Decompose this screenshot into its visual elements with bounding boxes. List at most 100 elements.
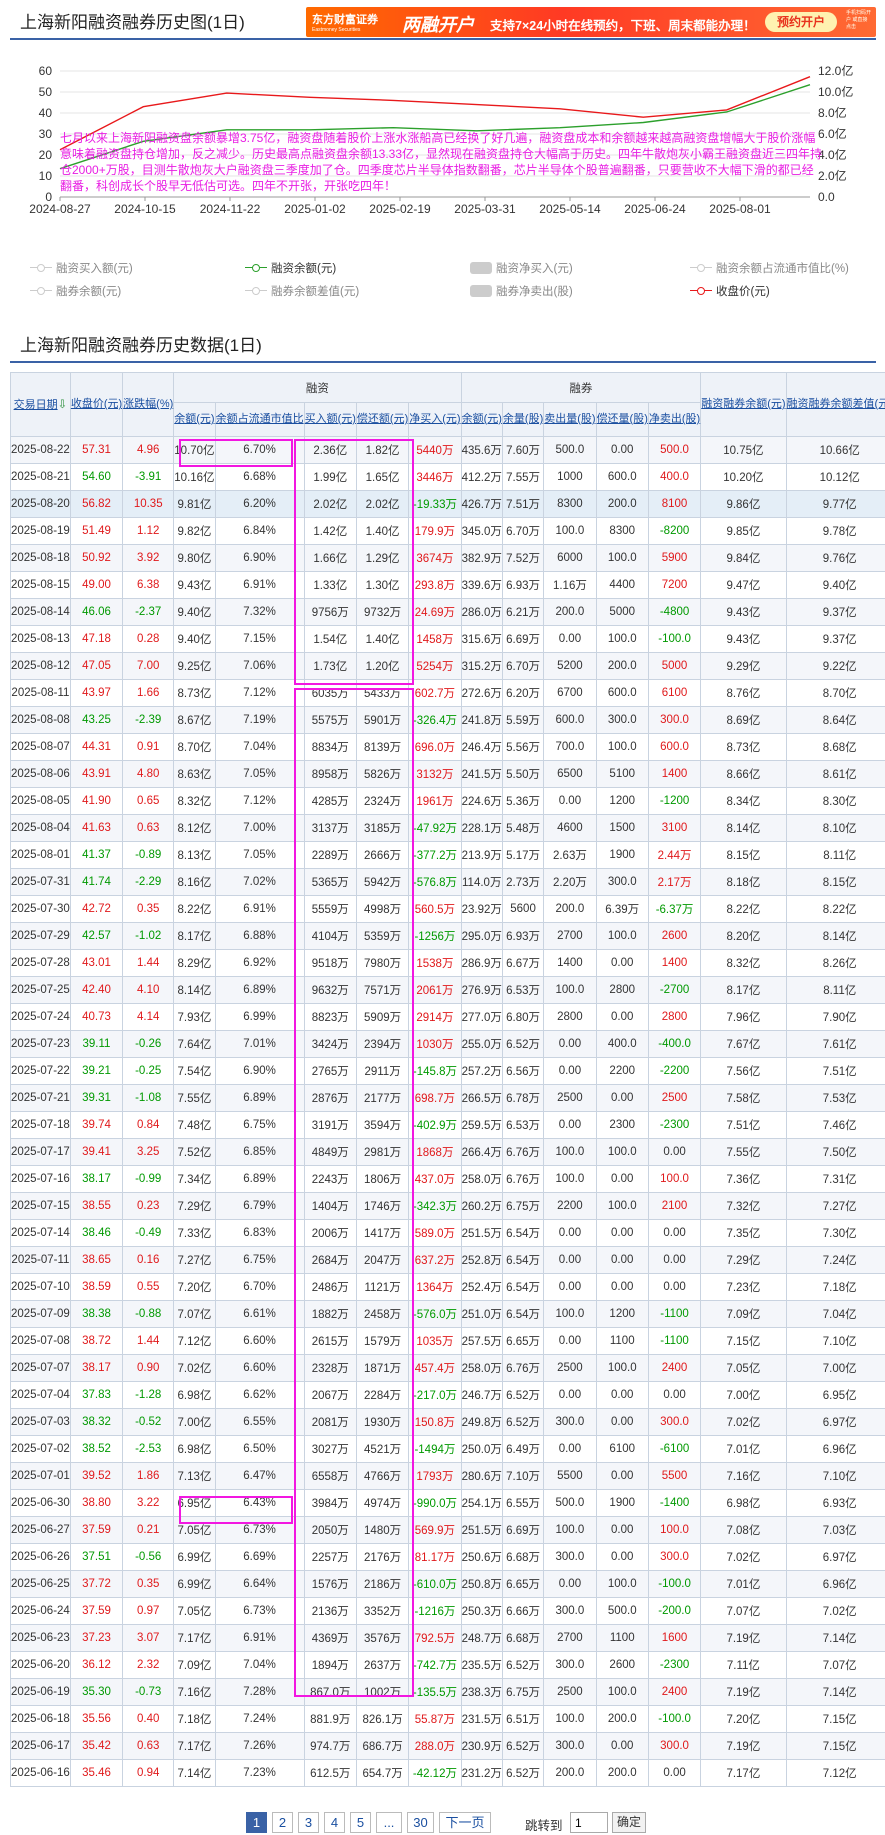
table-row[interactable]: 2025-07-31 41.74 -2.29 8.16亿 7.02% 5365万 5942万…: [10, 868, 885, 896]
legend-item[interactable]: 融资余额(元): [245, 260, 336, 276]
table-row[interactable]: 2025-07-24 40.73 4.14 7.93亿 6.99% 8823万 5909万 2…: [10, 1003, 885, 1031]
table-cell: 280.6万: [460, 1462, 503, 1490]
table-row[interactable]: 2025-07-01 39.52 1.86 7.13亿 6.47% 6558万 4766万 1…: [10, 1462, 885, 1490]
legend-item[interactable]: 融资余额占流通市值比(%): [690, 260, 849, 276]
table-row[interactable]: 2025-06-26 37.51 -0.56 6.99亿 6.69% 2257万 2176万…: [10, 1543, 885, 1571]
legend-item[interactable]: 融资净买入(元): [470, 260, 573, 276]
table-row[interactable]: 2025-07-14 38.46 -0.49 7.33亿 6.83% 2006万 1417万…: [10, 1219, 885, 1247]
col-header-short-sell[interactable]: 卖出量(股): [543, 402, 597, 437]
table-row[interactable]: 2025-07-17 39.41 3.25 7.52亿 6.85% 4849万 2981万 1…: [10, 1138, 885, 1166]
table-row[interactable]: 2025-08-05 41.90 0.65 8.32亿 7.12% 4285万 2324万 1…: [10, 787, 885, 815]
ad-banner[interactable]: 东方财富证券 Eastmoney Securities 两融开户 支持7×24小时…: [306, 7, 876, 37]
col-header-fin-repay[interactable]: 偿还额(元): [355, 402, 410, 437]
col-header-short-net[interactable]: 净卖出(股): [647, 402, 702, 437]
legend-item[interactable]: 融券余额差值(元): [245, 283, 359, 299]
table-row[interactable]: 2025-06-17 35.42 0.63 7.17亿 7.26% 974.7万 686.7…: [10, 1732, 885, 1760]
table-row[interactable]: 2025-07-09 38.38 -0.88 7.07亿 6.61% 1882万 2458万…: [10, 1300, 885, 1328]
table-row[interactable]: 2025-08-04 41.63 0.63 8.12亿 7.00% 3137万 3185万 -…: [10, 814, 885, 842]
table-row[interactable]: 2025-06-24 37.59 0.97 7.05亿 6.73% 2136万 3352万 -…: [10, 1597, 885, 1625]
table-row[interactable]: 2025-07-22 39.21 -0.25 7.54亿 6.90% 2765万 2911万…: [10, 1057, 885, 1085]
col-header-total[interactable]: 融资融券余额(元): [700, 372, 787, 437]
page-1[interactable]: 1: [246, 1812, 267, 1833]
table-row[interactable]: 2025-07-07 38.17 0.90 7.02亿 6.60% 2328万 1871万 4…: [10, 1354, 885, 1382]
col-header-change[interactable]: 涨跌幅(%): [122, 372, 175, 437]
table-row[interactable]: 2025-07-03 38.32 -0.52 7.00亿 6.55% 2081万 1930万…: [10, 1408, 885, 1436]
col-header-fin-balance[interactable]: 余额(元): [173, 402, 216, 437]
goto-page-input[interactable]: [570, 1812, 608, 1833]
legend-item[interactable]: 融券余额(元): [30, 283, 121, 299]
table-row[interactable]: 2025-07-18 39.74 0.84 7.48亿 6.75% 3191万 3594万 -…: [10, 1111, 885, 1139]
table-cell: 7.20亿: [173, 1273, 216, 1301]
table-row[interactable]: 2025-08-15 49.00 6.38 9.43亿 6.91% 1.33亿 1.30亿 2…: [10, 571, 885, 599]
table-cell: 2025-07-15: [10, 1192, 71, 1220]
page-30[interactable]: 30: [407, 1812, 434, 1833]
table-cell: 3446万: [408, 463, 462, 491]
table-row[interactable]: 2025-08-14 46.06 -2.37 9.40亿 7.32% 9756万 9732万…: [10, 598, 885, 626]
table-row[interactable]: 2025-08-20 56.82 10.35 9.81亿 6.20% 2.02亿 2.02亿…: [10, 490, 885, 518]
legend-item[interactable]: 融资买入额(元): [30, 260, 133, 276]
table-row[interactable]: 2025-06-27 37.59 0.21 7.05亿 6.73% 2050万 1480万 5…: [10, 1516, 885, 1544]
table-row[interactable]: 2025-07-25 42.40 4.10 8.14亿 6.89% 9632万 7571万 2…: [10, 976, 885, 1004]
table-row[interactable]: 2025-06-19 35.30 -0.73 7.16亿 7.28% 867.0万 1002…: [10, 1678, 885, 1706]
table-row[interactable]: 2025-07-28 43.01 1.44 8.29亿 6.92% 9518万 7980万 1…: [10, 949, 885, 977]
table-row[interactable]: 2025-07-16 38.17 -0.99 7.34亿 6.89% 2243万 1806万…: [10, 1165, 885, 1193]
left-tick-label: 40: [39, 106, 53, 120]
table-row[interactable]: 2025-06-30 38.80 3.22 6.95亿 6.43% 3984万 4974万 -…: [10, 1489, 885, 1517]
table-row[interactable]: 2025-07-10 38.59 0.55 7.20亿 6.70% 2486万 1121万 1…: [10, 1273, 885, 1301]
open-account-button[interactable]: 预约开户: [765, 12, 837, 32]
table-cell: -1100: [647, 1300, 702, 1328]
goto-confirm-button[interactable]: 确定: [612, 1812, 646, 1833]
margin-history-chart[interactable]: 0 10 20 30 40 50 60 0.0 2.0亿 4.0亿 6.0亿 8.0亿 10.0亿 12…: [0, 56, 885, 256]
table-cell: -135.5万: [408, 1678, 462, 1706]
table-row[interactable]: 2025-07-02 38.52 -2.53 6.98亿 6.50% 3027万 4521万…: [10, 1435, 885, 1463]
table-row[interactable]: 2025-08-07 44.31 0.91 8.70亿 7.04% 8834万 8139万 6…: [10, 733, 885, 761]
table-row[interactable]: 2025-06-25 37.72 0.35 6.99亿 6.64% 1576万 2186万 -…: [10, 1570, 885, 1598]
col-header-total-diff[interactable]: 融资融券余额差值(元): [785, 372, 885, 437]
table-row[interactable]: 2025-06-23 37.23 3.07 7.17亿 6.91% 4369万 3576万 7…: [10, 1624, 885, 1652]
col-header-close[interactable]: 收盘价(元): [69, 372, 124, 437]
table-row[interactable]: 2025-08-19 51.49 1.12 9.82亿 6.84% 1.42亿 1.40亿 1…: [10, 517, 885, 545]
table-row[interactable]: 2025-08-21 54.60 -3.91 10.16亿 6.68% 1.99亿 1.65…: [10, 463, 885, 491]
next-page-button[interactable]: 下一页: [439, 1812, 491, 1833]
legend-item[interactable]: 融券净卖出(股): [470, 283, 573, 299]
table-row[interactable]: 2025-07-29 42.57 -1.02 8.17亿 6.88% 4104万 5359万…: [10, 922, 885, 950]
col-header-short-repay[interactable]: 偿还量(股): [595, 402, 649, 437]
table-row[interactable]: 2025-06-20 36.12 2.32 7.09亿 7.04% 1894万 2637万 -…: [10, 1651, 885, 1679]
table-cell: 241.8万: [460, 706, 503, 734]
col-header-fin-ratio[interactable]: 余额占流通市值比: [214, 402, 305, 437]
table-cell: -1200: [647, 787, 702, 815]
table-row[interactable]: 2025-08-22 57.31 4.96 10.70亿 6.70% 2.36亿 1.82亿…: [10, 436, 885, 464]
col-header-date[interactable]: 交易日期⇩: [10, 372, 71, 437]
table-row[interactable]: 2025-08-18 50.92 3.92 9.80亿 6.90% 1.66亿 1.29亿 3…: [10, 544, 885, 572]
page-2[interactable]: 2: [272, 1812, 293, 1833]
table-row[interactable]: 2025-08-01 41.37 -0.89 8.13亿 7.05% 2289万 2666万…: [10, 841, 885, 869]
table-row[interactable]: 2025-07-23 39.11 -0.26 7.64亿 7.01% 3424万 2394万…: [10, 1030, 885, 1058]
table-cell: 7.28%: [214, 1678, 305, 1706]
table-row[interactable]: 2025-07-30 42.72 0.35 8.22亿 6.91% 5559万 4998万 5…: [10, 895, 885, 923]
table-row[interactable]: 2025-06-18 35.56 0.40 7.18亿 7.24% 881.9万 826.1…: [10, 1705, 885, 1733]
table-cell: 435.6万: [460, 436, 503, 464]
col-header-short-balance[interactable]: 余额(元): [460, 402, 503, 437]
table-row[interactable]: 2025-08-06 43.91 4.80 8.63亿 7.05% 8958万 5826万 3…: [10, 760, 885, 788]
table-row[interactable]: 2025-07-08 38.72 1.44 7.12亿 6.60% 2615万 1579万 1…: [10, 1327, 885, 1355]
col-header-short-volume[interactable]: 余量(股): [501, 402, 545, 437]
col-header-fin-buy[interactable]: 买入额(元): [303, 402, 357, 437]
table-row[interactable]: 2025-08-11 43.97 1.66 8.73亿 7.12% 6035万 5433万 6…: [10, 679, 885, 707]
table-row[interactable]: 2025-07-21 39.31 -1.08 7.55亿 6.89% 2876万 2177万…: [10, 1084, 885, 1112]
table-row[interactable]: 2025-08-08 43.25 -2.39 8.67亿 7.19% 5575万 5901万…: [10, 706, 885, 734]
table-cell: 6.89%: [214, 1165, 305, 1193]
table-row[interactable]: 2025-07-11 38.65 0.16 7.27亿 6.75% 2684万 2047万 6…: [10, 1246, 885, 1274]
page-5[interactable]: 5: [350, 1812, 371, 1833]
legend-item[interactable]: 收盘价(元): [690, 283, 770, 299]
table-body: 2025-08-22 57.31 4.96 10.70亿 6.70% 2.36亿 1.82亿…: [10, 436, 885, 1787]
col-header-fin-net[interactable]: 净买入(元): [408, 402, 462, 437]
page-4[interactable]: 4: [324, 1812, 345, 1833]
table-row[interactable]: 2025-08-13 47.18 0.28 9.40亿 7.15% 1.54亿 1.40亿 1…: [10, 625, 885, 653]
table-cell: 7.20亿: [700, 1705, 787, 1733]
table-row[interactable]: 2025-06-16 35.46 0.94 7.14亿 7.23% 612.5万 654.7…: [10, 1759, 885, 1787]
page-3[interactable]: 3: [298, 1812, 319, 1833]
table-row[interactable]: 2025-08-12 47.05 7.00 9.25亿 7.06% 1.73亿 1.20亿 5…: [10, 652, 885, 680]
table-row[interactable]: 2025-07-15 38.55 0.23 7.29亿 6.79% 1404万 1746万 -…: [10, 1192, 885, 1220]
table-cell: 0.00: [595, 1165, 649, 1193]
table-row[interactable]: 2025-07-04 37.83 -1.28 6.98亿 6.62% 2067万 2284万…: [10, 1381, 885, 1409]
